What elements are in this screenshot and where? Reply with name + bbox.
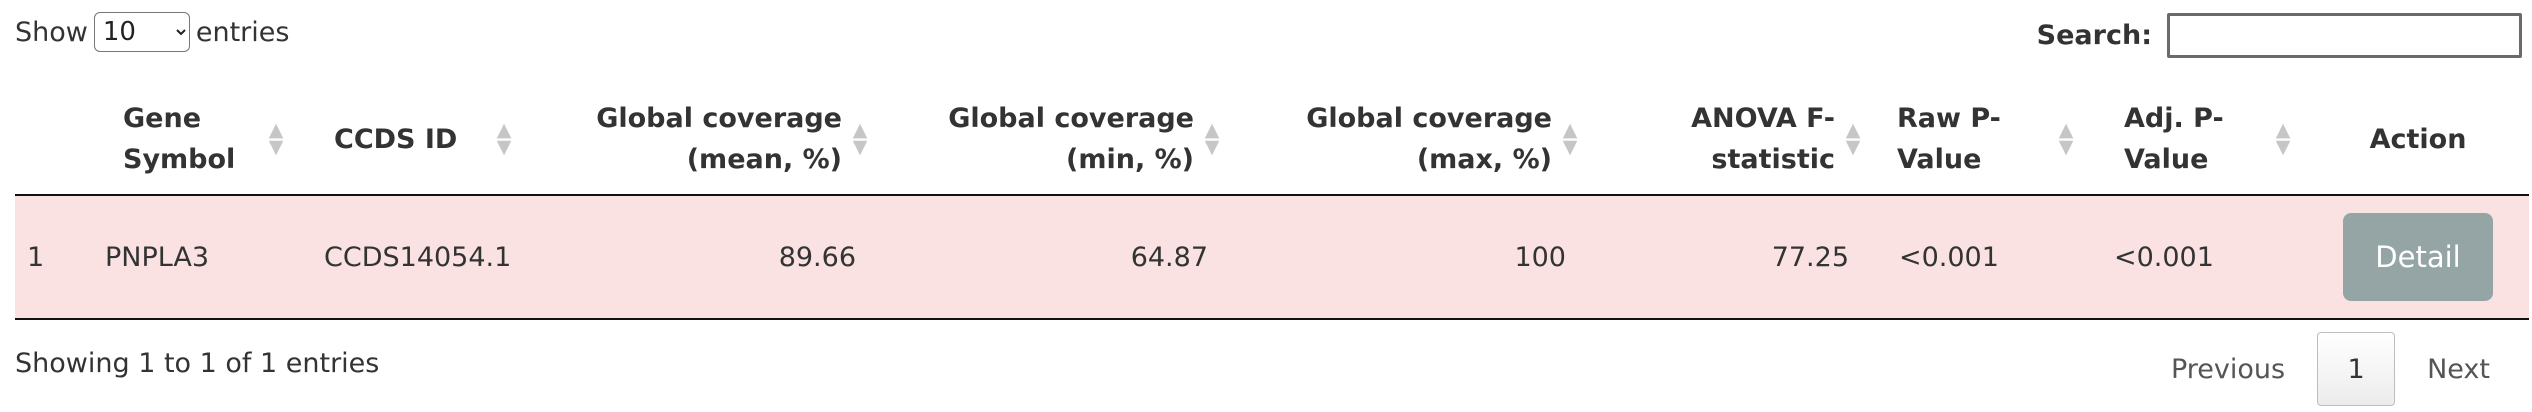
sort-icon: ▲ ▼ bbox=[1845, 119, 1861, 158]
col-header-index[interactable] bbox=[15, 84, 83, 196]
cell-raw-p: <0.001 bbox=[1877, 195, 2092, 320]
sort-icon: ▲ ▼ bbox=[1562, 119, 1578, 158]
col-header-cov-max[interactable]: Global coverage (max, %) ▲ ▼ bbox=[1236, 84, 1594, 196]
page-button-current[interactable]: 1 bbox=[2317, 332, 2396, 406]
next-button[interactable]: Next bbox=[2427, 353, 2490, 385]
entries-label: entries bbox=[195, 16, 290, 48]
col-header-ccds-id[interactable]: CCDS ID ▲ ▼ bbox=[302, 84, 532, 196]
cell-gene-symbol: PNPLA3 bbox=[83, 195, 302, 320]
search-label: Search: bbox=[2036, 19, 2152, 51]
table-info: Showing 1 to 1 of 1 entries bbox=[15, 348, 380, 379]
pagination: Previous 1 Next bbox=[2139, 332, 2522, 406]
cell-ccds-id: CCDS14054.1 bbox=[302, 195, 532, 320]
col-header-action: Action bbox=[2307, 84, 2529, 196]
sort-icon: ▲ ▼ bbox=[268, 119, 284, 158]
table-row: 1 PNPLA3 CCDS14054.1 89.66 64.87 100 77.… bbox=[15, 195, 2529, 320]
cell-anova-f: 77.25 bbox=[1594, 195, 1877, 320]
sort-icon: ▲ ▼ bbox=[852, 119, 868, 158]
col-header-cov-min[interactable]: Global coverage (min, %) ▲ ▼ bbox=[884, 84, 1236, 196]
col-header-raw-p[interactable]: Raw P-Value ▲ ▼ bbox=[1877, 84, 2092, 196]
cell-index: 1 bbox=[15, 195, 83, 320]
cell-cov-max: 100 bbox=[1236, 195, 1594, 320]
show-label: Show bbox=[15, 16, 88, 48]
cell-adj-p: <0.001 bbox=[2092, 195, 2307, 320]
cell-action: Detail bbox=[2307, 195, 2529, 320]
entries-select[interactable]: 10 bbox=[93, 12, 190, 52]
sort-icon: ▲ ▼ bbox=[2058, 119, 2074, 158]
previous-button[interactable]: Previous bbox=[2170, 353, 2286, 385]
results-table: Gene Symbol ▲ ▼ CCDS ID ▲ ▼ Global coverag… bbox=[15, 84, 2529, 320]
sort-icon: ▲ ▼ bbox=[1204, 119, 1220, 158]
detail-button[interactable]: Detail bbox=[2343, 213, 2493, 301]
cell-cov-mean: 89.66 bbox=[532, 195, 884, 320]
col-header-anova-f[interactable]: ANOVA F-statistic ▲ ▼ bbox=[1594, 84, 1877, 196]
col-header-cov-mean[interactable]: Global coverage (mean, %) ▲ ▼ bbox=[532, 84, 884, 196]
sort-icon: ▲ ▼ bbox=[2275, 119, 2291, 158]
col-header-adj-p[interactable]: Adj. P-Value ▲ ▼ bbox=[2092, 84, 2307, 196]
search-input[interactable] bbox=[2167, 12, 2522, 58]
length-control: Show 10 entries bbox=[15, 12, 289, 52]
search-control: Search: bbox=[2037, 10, 2522, 60]
sort-icon: ▲ ▼ bbox=[496, 119, 512, 158]
col-header-gene-symbol[interactable]: Gene Symbol ▲ ▼ bbox=[83, 84, 302, 196]
header-row: Gene Symbol ▲ ▼ CCDS ID ▲ ▼ Global coverag… bbox=[15, 84, 2529, 196]
cell-cov-min: 64.87 bbox=[884, 195, 1236, 320]
